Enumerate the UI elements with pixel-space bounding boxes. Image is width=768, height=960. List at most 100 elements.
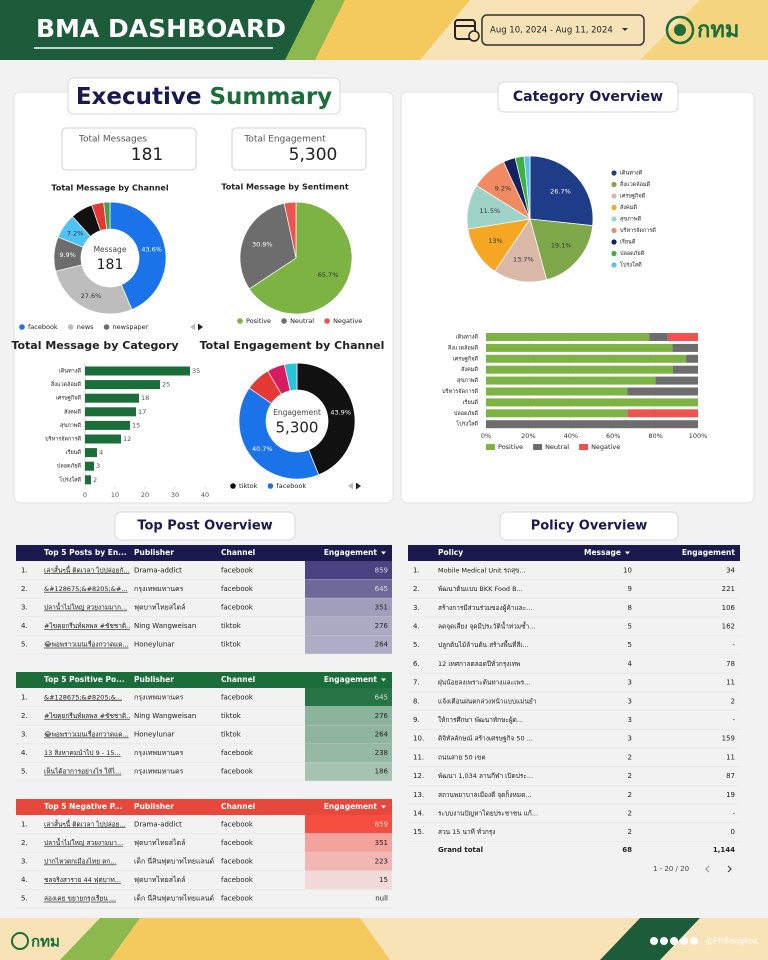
post-text[interactable]: ล่องเคย ขยายกรุงเรียน ...: [44, 895, 116, 903]
x-tick-label: 30: [171, 491, 179, 499]
slice-label: 27.6%: [81, 292, 102, 300]
post-text[interactable]: #ไขคุยกรีนท์ผลพล #ชัชชาติ...: [44, 712, 132, 720]
engagement: 859: [375, 566, 388, 574]
engagement: 351: [375, 604, 388, 612]
engagement: 186: [375, 768, 389, 776]
social-icon[interactable]: [660, 937, 668, 945]
kpi-card: [61, 127, 197, 171]
heat-cell: [305, 688, 392, 707]
footer-emblem: [11, 932, 29, 950]
date-range[interactable]: Aug 10, 2024 - Aug 11, 2024: [490, 26, 613, 36]
pie-slice: [523, 155, 531, 220]
post-text[interactable]: #ไขคุยกรีนท์ผลพล #ชัชชาติ...: [44, 622, 132, 630]
post-text[interactable]: เล่าสั้นๆนี้ ติดเวลา ไปปล่อยกั...: [44, 565, 130, 574]
engagement: -: [732, 809, 735, 817]
engagement: 645: [375, 585, 388, 593]
post-text[interactable]: ปากไหวตกเมืองไทย ตก...: [44, 858, 116, 866]
executive-title: Executive Summary: [76, 84, 332, 110]
engagement: 221: [722, 585, 735, 593]
chart-title: Total Engagement by Channel: [200, 339, 385, 352]
total-message: 68: [622, 846, 632, 854]
social-icon[interactable]: [670, 937, 678, 945]
slice-label: 43.9%: [330, 409, 351, 417]
policy-name: แจ้งเตือนฝนตกล่วงหน้าแบบแม่นยำ: [438, 697, 537, 705]
post-text[interactable]: เล่าสั้นๆนี้ ติดเวลา ไปปล่อย...: [44, 819, 126, 828]
page-next[interactable]: [727, 865, 732, 873]
kpi-label: Total Engagement: [243, 135, 326, 145]
sort-arrow[interactable]: [381, 551, 386, 555]
legend-next[interactable]: [356, 482, 361, 490]
post-text[interactable]: ปลาน้ำไม่ใหญ่ สวยงามมาก...: [44, 603, 127, 612]
category-label: เดินทางดี: [456, 334, 479, 341]
legend-label: สังคมดี: [620, 204, 637, 211]
slice-label: 40.7%: [252, 445, 273, 453]
sort-arrow[interactable]: [625, 551, 630, 555]
legend-label: สิ่งแวดล้อมดี: [619, 180, 650, 188]
column-header[interactable]: Message: [584, 548, 621, 557]
date-dropdown-arrow[interactable]: [622, 28, 628, 31]
kpi-value: 181: [131, 145, 163, 165]
bar: [85, 393, 139, 403]
post-text[interactable]: ปลาน้ำไม่ใหญ่ สวยงามมา...: [44, 838, 123, 847]
column-header[interactable]: Engagement: [324, 548, 378, 557]
post-text[interactable]: &#128675;&#8205;&...: [44, 693, 122, 701]
message-count: 2: [628, 772, 632, 780]
policy-name: ถนนสาย 50 เขต: [438, 753, 486, 761]
x-tick-label: 10: [111, 491, 119, 499]
post-text[interactable]: เห็นได้อาการอย่างไร ให้ไ...: [44, 767, 121, 776]
row-rank: 1.: [21, 820, 28, 828]
total-label: Grand total: [438, 846, 483, 854]
social-icon[interactable]: [690, 937, 698, 945]
column-header[interactable]: Engagement: [324, 802, 378, 811]
post-text[interactable]: 13 สิงหาคมนำไป 9 - 15...: [44, 749, 121, 757]
message-count: 8: [628, 604, 632, 612]
policy-name: ลดจุดเสี่ยง จุดมีประวัติน้ำท่วมซ้ำ...: [438, 621, 535, 630]
footer-shape: [60, 918, 140, 960]
column-header[interactable]: Engagement: [324, 675, 378, 684]
legend-label: facebook: [28, 323, 58, 331]
bar-segment: [627, 387, 698, 396]
social-icon[interactable]: [680, 937, 688, 945]
legend-label: ปลอดภัยดี: [620, 250, 645, 257]
sort-arrow[interactable]: [381, 805, 386, 809]
date-picker[interactable]: [481, 14, 645, 46]
engagement: 276: [375, 622, 389, 630]
legend-prev[interactable]: [348, 482, 353, 490]
bar: [85, 434, 121, 444]
message-count: 2: [628, 828, 632, 836]
column-header: Publisher: [134, 548, 174, 557]
post-text[interactable]: 😂พอพราวเมนเรื่องกวาดแด...: [44, 640, 129, 649]
row-rank: 8.: [413, 697, 420, 705]
message-count: 5: [628, 622, 632, 630]
post-text[interactable]: &#128675;&#8205;&#...: [44, 585, 127, 593]
page-prev[interactable]: [705, 865, 710, 873]
category-label: สังคมดี: [461, 366, 478, 373]
section-pill: [497, 81, 679, 113]
engagement: 276: [375, 712, 389, 720]
category-panel: [400, 91, 755, 504]
channel: facebook: [221, 693, 254, 701]
bar: [85, 448, 97, 458]
channel: facebook: [221, 604, 254, 612]
publisher: Honeylunar: [134, 731, 175, 739]
engagement: -: [732, 641, 735, 649]
post-text[interactable]: 😂พอพราวเมนเรื่องกวาดแด...: [44, 730, 129, 739]
logo-text: กทม: [697, 18, 739, 43]
social-icon[interactable]: [650, 937, 658, 945]
bar-segment: [486, 409, 628, 418]
policy-name: ปลูกต้นไม้ล้านต้น สร้างพื้นที่สีเ...: [438, 640, 529, 649]
channel: facebook: [221, 839, 254, 847]
sort-arrow[interactable]: [381, 678, 386, 682]
legend-label: Positive: [246, 317, 271, 325]
bar-segment: [486, 420, 698, 429]
heat-cell: [305, 616, 392, 636]
post-text[interactable]: ชลจริงสาราย 44 ฟุตบาท...: [44, 876, 121, 884]
legend-prev[interactable]: [190, 323, 195, 331]
legend-next[interactable]: [198, 323, 203, 331]
message-count: 5: [628, 641, 632, 649]
slice-label: 11.5%: [480, 207, 501, 215]
heat-cell: [305, 815, 392, 834]
row-rank: 4.: [21, 622, 28, 630]
row-rank: 4.: [21, 749, 28, 757]
